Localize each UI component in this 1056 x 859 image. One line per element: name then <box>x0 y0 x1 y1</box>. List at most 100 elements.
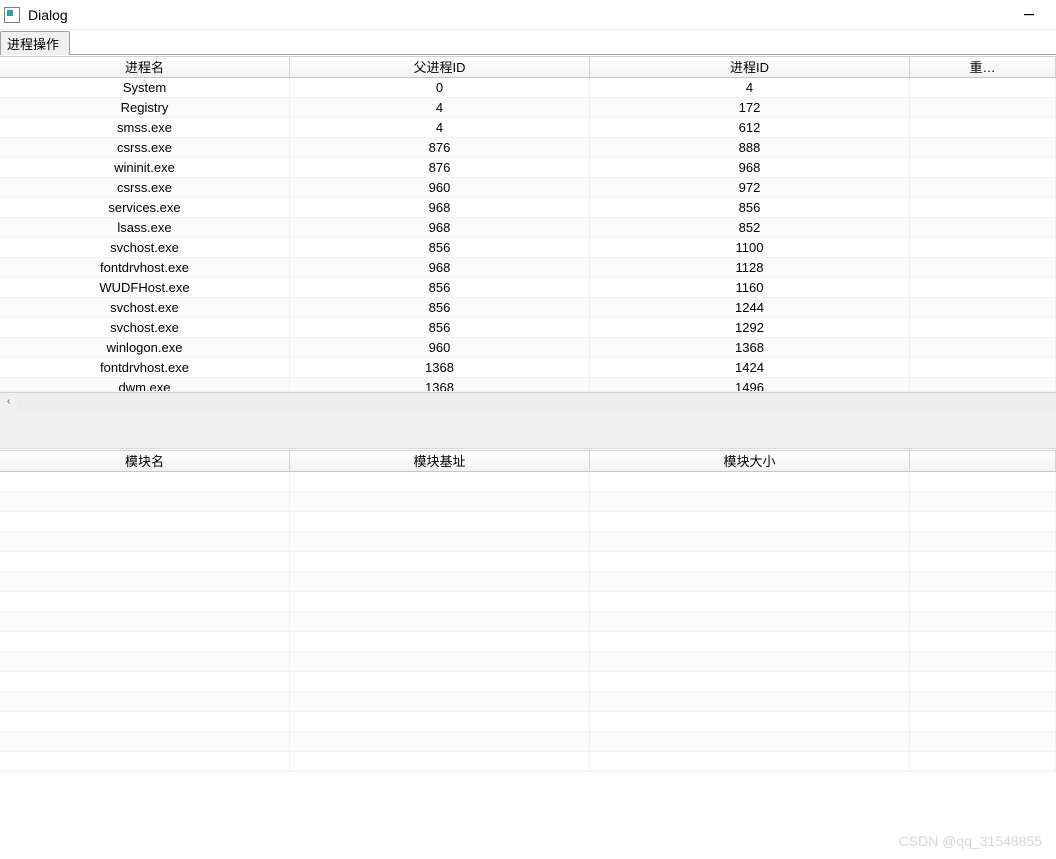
process-cell: 1244 <box>590 298 910 318</box>
module-cell <box>0 692 290 712</box>
process-cell: csrss.exe <box>0 138 290 158</box>
list-separator-gap <box>0 409 1056 449</box>
process-cell: services.exe <box>0 198 290 218</box>
process-cell: Registry <box>0 98 290 118</box>
process-cell: 1368 <box>290 378 590 392</box>
module-cell <box>0 472 290 492</box>
process-cell: 856 <box>290 278 590 298</box>
process-cell: 960 <box>290 338 590 358</box>
process-cell: svchost.exe <box>0 318 290 338</box>
process-cell: 1424 <box>590 358 910 378</box>
module-cell <box>590 492 910 512</box>
module-cell <box>910 512 1056 532</box>
module-cell <box>590 692 910 712</box>
process-cell <box>910 118 1056 138</box>
process-cell: lsass.exe <box>0 218 290 238</box>
module-cell <box>910 712 1056 732</box>
module-row-empty <box>0 532 1056 552</box>
process-cell <box>910 98 1056 118</box>
process-header-col-2[interactable]: 进程ID <box>590 57 910 77</box>
process-list-rows: System04Registry4172smss.exe4612csrss.ex… <box>0 78 1056 392</box>
process-row[interactable]: fontdrvhost.exe13681424 <box>0 358 1056 378</box>
minimize-button[interactable] <box>1006 0 1052 30</box>
process-cell: dwm.exe <box>0 378 290 392</box>
process-row[interactable]: fontdrvhost.exe9681128 <box>0 258 1056 278</box>
module-cell <box>0 632 290 652</box>
module-cell <box>290 592 590 612</box>
process-list-hscrollbar[interactable]: ‹ <box>0 392 1056 409</box>
process-row[interactable]: services.exe968856 <box>0 198 1056 218</box>
process-row[interactable]: wininit.exe876968 <box>0 158 1056 178</box>
process-cell <box>910 198 1056 218</box>
process-list-header: 进程名父进程ID进程ID重… <box>0 56 1056 78</box>
module-cell <box>290 472 590 492</box>
module-cell <box>290 752 590 772</box>
module-cell <box>590 652 910 672</box>
module-cell <box>910 752 1056 772</box>
module-header-col-1[interactable]: 模块基址 <box>290 451 590 471</box>
module-row-empty <box>0 512 1056 532</box>
process-row[interactable]: Registry4172 <box>0 98 1056 118</box>
module-cell <box>290 492 590 512</box>
tab-strip: 进程操作 <box>0 30 1056 54</box>
process-cell <box>910 278 1056 298</box>
process-row[interactable]: WUDFHost.exe8561160 <box>0 278 1056 298</box>
process-row[interactable]: csrss.exe876888 <box>0 138 1056 158</box>
process-cell: 968 <box>290 198 590 218</box>
module-row-empty <box>0 692 1056 712</box>
process-cell: wininit.exe <box>0 158 290 178</box>
process-cell: 1160 <box>590 278 910 298</box>
module-cell <box>590 512 910 532</box>
process-header-col-3[interactable]: 重… <box>910 57 1056 77</box>
module-cell <box>290 732 590 752</box>
module-row-empty <box>0 632 1056 652</box>
process-row[interactable]: winlogon.exe9601368 <box>0 338 1056 358</box>
module-cell <box>0 712 290 732</box>
process-row[interactable]: csrss.exe960972 <box>0 178 1056 198</box>
module-cell <box>0 512 290 532</box>
process-cell: 4 <box>290 118 590 138</box>
module-cell <box>910 592 1056 612</box>
process-row[interactable]: svchost.exe8561100 <box>0 238 1056 258</box>
process-cell: 4 <box>290 98 590 118</box>
process-cell <box>910 358 1056 378</box>
process-cell <box>910 158 1056 178</box>
module-cell <box>590 612 910 632</box>
process-cell: 856 <box>290 298 590 318</box>
module-cell <box>590 472 910 492</box>
process-list: 进程名父进程ID进程ID重… System04Registry4172smss.… <box>0 55 1056 409</box>
process-cell: 856 <box>290 238 590 258</box>
process-cell: 852 <box>590 218 910 238</box>
process-cell: svchost.exe <box>0 238 290 258</box>
process-header-col-0[interactable]: 进程名 <box>0 57 290 77</box>
process-row[interactable]: svchost.exe8561292 <box>0 318 1056 338</box>
scroll-left-button[interactable]: ‹ <box>0 393 17 410</box>
process-cell: 0 <box>290 78 590 98</box>
process-cell <box>910 78 1056 98</box>
process-cell: smss.exe <box>0 118 290 138</box>
process-row[interactable]: lsass.exe968852 <box>0 218 1056 238</box>
process-row[interactable]: svchost.exe8561244 <box>0 298 1056 318</box>
module-cell <box>0 492 290 512</box>
module-row-empty <box>0 732 1056 752</box>
process-header-col-1[interactable]: 父进程ID <box>290 57 590 77</box>
module-cell <box>0 552 290 572</box>
module-cell <box>590 712 910 732</box>
process-cell: 876 <box>290 158 590 178</box>
module-cell <box>910 612 1056 632</box>
process-row[interactable]: System04 <box>0 78 1056 98</box>
process-cell: winlogon.exe <box>0 338 290 358</box>
process-cell <box>910 238 1056 258</box>
module-header-col-0[interactable]: 模块名 <box>0 451 290 471</box>
scroll-track[interactable] <box>17 393 1056 410</box>
module-row-empty <box>0 752 1056 772</box>
process-row[interactable]: smss.exe4612 <box>0 118 1056 138</box>
module-cell <box>290 532 590 552</box>
tab-process-ops[interactable]: 进程操作 <box>0 31 70 55</box>
process-row[interactable]: dwm.exe13681496 <box>0 378 1056 392</box>
module-header-col-2[interactable]: 模块大小 <box>590 451 910 471</box>
window-title: Dialog <box>28 7 68 23</box>
module-header-col-3[interactable] <box>910 451 1056 471</box>
titlebar: Dialog <box>0 0 1056 30</box>
process-cell: 960 <box>290 178 590 198</box>
